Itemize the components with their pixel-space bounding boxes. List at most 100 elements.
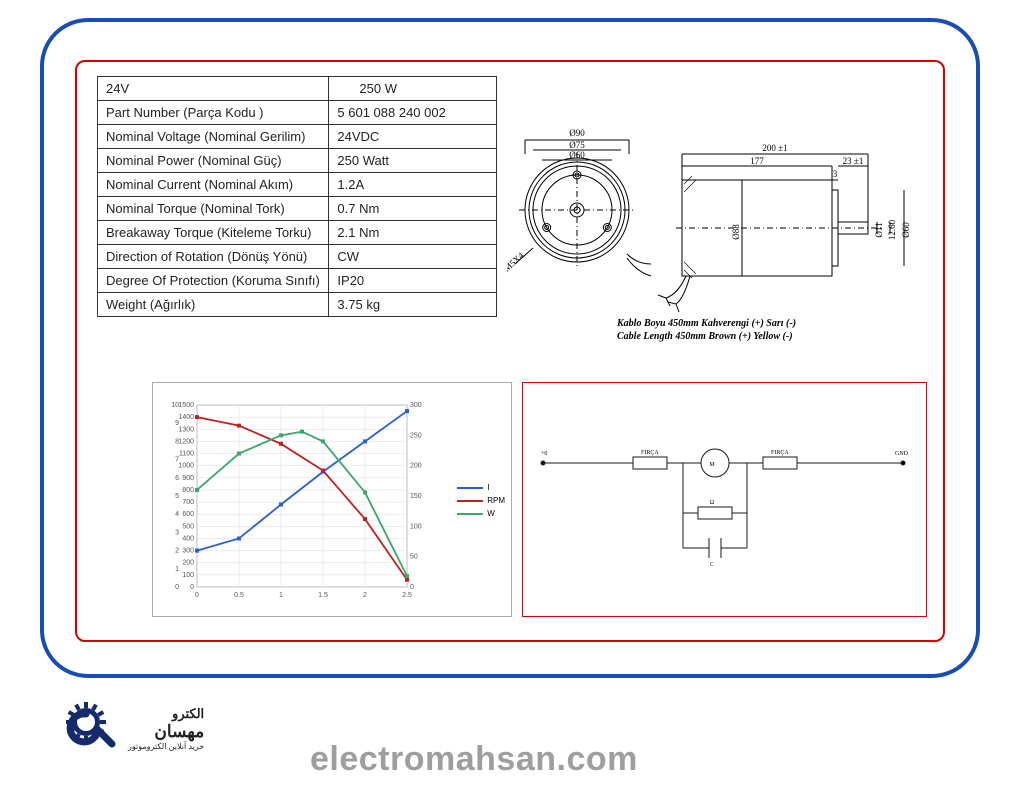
spec-value: 24VDC <box>329 125 497 149</box>
technical-drawings: Ø90 Ø75 Ø60 M5X4 <box>507 80 927 330</box>
circuit-diagram: +0 FIRÇA M FIRÇA GND Ω C <box>522 382 927 617</box>
gear-icon <box>62 700 120 758</box>
svg-text:500: 500 <box>182 523 194 530</box>
svg-text:50: 50 <box>410 554 418 561</box>
svg-text:400: 400 <box>182 535 194 542</box>
spec-label: Nominal Torque (Nominal Tork) <box>98 197 329 221</box>
spec-row: Nominal Torque (Nominal Tork)0.7 Nm <box>98 197 497 221</box>
svg-text:1.5: 1.5 <box>318 592 328 599</box>
svg-text:200: 200 <box>182 560 194 567</box>
svg-text:3: 3 <box>833 169 838 179</box>
svg-text:1500: 1500 <box>178 402 194 409</box>
chart-legend: IRPMW <box>457 483 505 522</box>
spec-label: Degree Of Protection (Koruma Sınıfı) <box>98 269 329 293</box>
svg-text:8: 8 <box>175 438 179 445</box>
svg-text:800: 800 <box>182 487 194 494</box>
svg-text:M5X4: M5X4 <box>507 250 526 273</box>
svg-text:23 ±1: 23 ±1 <box>843 156 864 166</box>
spec-table: 24V 250 W Part Number (Parça Kodu )5 601… <box>97 76 497 317</box>
svg-text:200: 200 <box>410 463 422 470</box>
svg-text:0: 0 <box>175 584 179 591</box>
spec-value: 5 601 088 240 002 <box>329 101 497 125</box>
svg-text:1000: 1000 <box>178 463 194 470</box>
svg-text:600: 600 <box>182 511 194 518</box>
svg-text:300: 300 <box>410 402 422 409</box>
svg-text:7: 7 <box>175 457 179 464</box>
spec-row: Direction of Rotation (Dönüş Yönü)CW <box>98 245 497 269</box>
svg-text:FIRÇA: FIRÇA <box>771 450 789 456</box>
svg-text:Ø90: Ø90 <box>569 128 585 138</box>
svg-text:10: 10 <box>171 402 179 409</box>
spec-value: 0.7 Nm <box>329 197 497 221</box>
svg-text:Ø75: Ø75 <box>569 140 585 150</box>
cable-note: Kablo Boyu 450mm Kahverengi (+) Sarı (-)… <box>617 317 796 343</box>
spec-row: Nominal Voltage (Nominal Gerilim)24VDC <box>98 125 497 149</box>
svg-text:177: 177 <box>750 156 764 166</box>
spec-row: Nominal Power (Nominal Güç)250 Watt <box>98 149 497 173</box>
svg-text:1: 1 <box>175 566 179 573</box>
spec-row: Nominal Current (Nominal Akım)1.2A <box>98 173 497 197</box>
svg-text:Ø60: Ø60 <box>901 222 911 238</box>
svg-text:1100: 1100 <box>179 451 194 458</box>
datasheet-panel: 24V 250 W Part Number (Parça Kodu )5 601… <box>75 60 945 642</box>
spec-row: Part Number (Parça Kodu )5 601 088 240 0… <box>98 101 497 125</box>
svg-text:2: 2 <box>175 548 179 555</box>
svg-text:1400: 1400 <box>178 414 194 421</box>
svg-text:FIRÇA: FIRÇA <box>641 450 659 456</box>
spec-label: Nominal Voltage (Nominal Gerilim) <box>98 125 329 149</box>
svg-text:200 ±1: 200 ±1 <box>762 143 787 153</box>
svg-text:100: 100 <box>182 572 194 579</box>
cable-note-tr: Kablo Boyu 450mm Kahverengi (+) Sarı (-) <box>617 317 796 330</box>
svg-text:700: 700 <box>182 499 194 506</box>
spec-row: Breakaway Torque (Kiteleme Torku)2.1 Nm <box>98 221 497 245</box>
spec-value: 2.1 Nm <box>329 221 497 245</box>
svg-text:100: 100 <box>410 523 422 530</box>
svg-text:Ø88: Ø88 <box>731 224 741 240</box>
svg-text:M: M <box>709 462 715 468</box>
svg-text:9: 9 <box>175 420 179 427</box>
svg-text:2.5: 2.5 <box>402 592 412 599</box>
spec-value: CW <box>329 245 497 269</box>
spec-value: 250 Watt <box>329 149 497 173</box>
svg-text:+0: +0 <box>541 451 547 457</box>
spec-header-row: 24V 250 W <box>98 77 497 101</box>
svg-text:900: 900 <box>182 475 194 482</box>
svg-text:300: 300 <box>182 548 194 555</box>
spec-value: 1.2A <box>329 173 497 197</box>
spec-header-right: 250 W <box>329 77 497 101</box>
performance-chart: 0100200300400500600700800900100011001200… <box>152 382 512 617</box>
svg-text:1: 1 <box>279 592 283 599</box>
svg-text:C: C <box>710 562 714 568</box>
legend-item: RPM <box>457 496 505 505</box>
svg-text:1300: 1300 <box>178 426 194 433</box>
svg-text:0: 0 <box>410 584 414 591</box>
svg-text:Ø11: Ø11 <box>874 222 884 237</box>
svg-text:3: 3 <box>175 529 179 536</box>
svg-text:12.60: 12.60 <box>887 219 897 240</box>
spec-row: Weight (Ağırlık)3.75 kg <box>98 293 497 317</box>
watermark: electromahsan.com <box>310 740 638 779</box>
svg-text:1200: 1200 <box>178 438 194 445</box>
svg-text:2: 2 <box>363 592 367 599</box>
legend-item: W <box>457 509 505 518</box>
svg-text:Ω: Ω <box>710 500 715 506</box>
cable-note-en: Cable Length 450mm Brown (+) Yellow (-) <box>617 330 796 343</box>
spec-label: Part Number (Parça Kodu ) <box>98 101 329 125</box>
spec-value: IP20 <box>329 269 497 293</box>
svg-text:4: 4 <box>175 511 179 518</box>
spec-label: Direction of Rotation (Dönüş Yönü) <box>98 245 329 269</box>
spec-value: 3.75 kg <box>329 293 497 317</box>
svg-text:Ø60: Ø60 <box>569 150 585 160</box>
svg-text:GND: GND <box>895 451 909 457</box>
spec-label: Weight (Ağırlık) <box>98 293 329 317</box>
svg-text:250: 250 <box>410 432 422 439</box>
logo-text: الکترو مهسان خرید آنلاین الکتروموتور <box>128 706 204 752</box>
spec-label: Nominal Power (Nominal Güç) <box>98 149 329 173</box>
spec-label: Nominal Current (Nominal Akım) <box>98 173 329 197</box>
svg-text:0: 0 <box>190 584 194 591</box>
svg-text:5: 5 <box>175 493 179 500</box>
svg-text:6: 6 <box>175 475 179 482</box>
spec-label: Breakaway Torque (Kiteleme Torku) <box>98 221 329 245</box>
spec-row: Degree Of Protection (Koruma Sınıfı)IP20 <box>98 269 497 293</box>
svg-text:150: 150 <box>410 493 422 500</box>
